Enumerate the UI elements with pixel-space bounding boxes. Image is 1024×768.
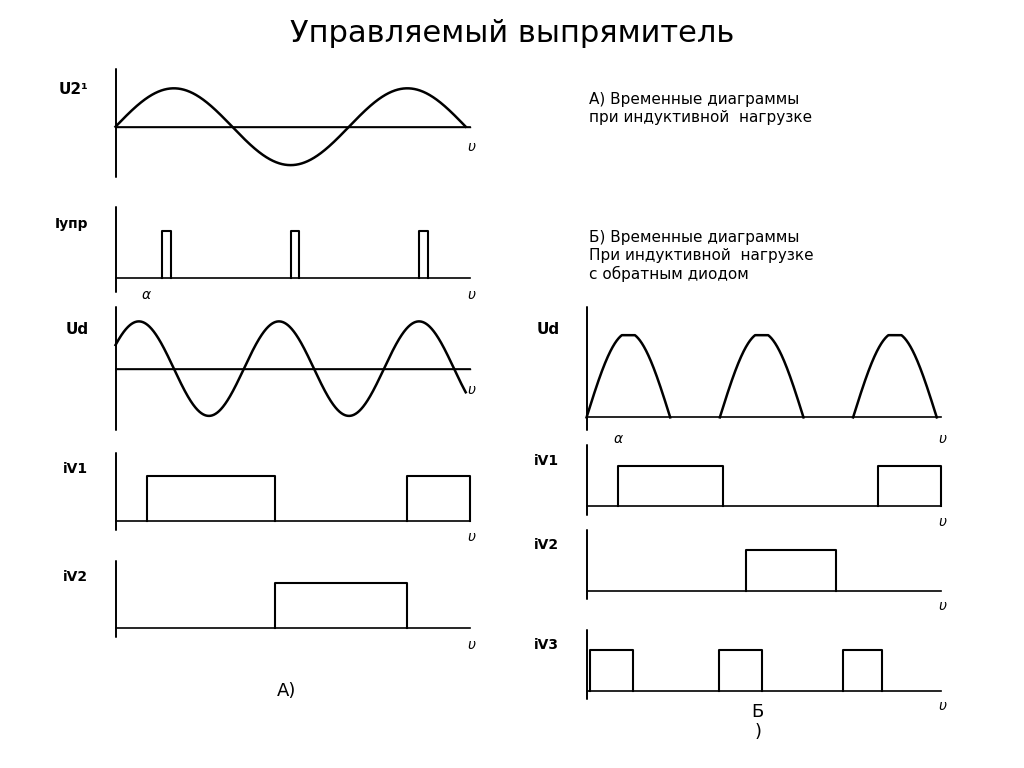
Text: iV2: iV2 xyxy=(63,570,88,584)
Text: υ: υ xyxy=(939,515,946,528)
Text: iV1: iV1 xyxy=(535,454,559,468)
Text: Ud: Ud xyxy=(66,322,88,337)
Text: iV3: iV3 xyxy=(535,638,559,652)
Text: Ud: Ud xyxy=(537,322,559,337)
Text: U2¹: U2¹ xyxy=(58,82,88,97)
Text: А): А) xyxy=(278,682,296,700)
Text: iV2: iV2 xyxy=(535,538,559,552)
Text: υ: υ xyxy=(939,432,946,446)
Text: υ: υ xyxy=(468,530,475,544)
Text: А) Временные диаграммы
при индуктивной  нагрузке: А) Временные диаграммы при индуктивной н… xyxy=(589,92,812,124)
Text: iV1: iV1 xyxy=(63,462,88,476)
Text: Б) Временные диаграммы
При индуктивной  нагрузке
с обратным диодом: Б) Временные диаграммы При индуктивной н… xyxy=(589,230,813,282)
Text: υ: υ xyxy=(939,699,946,713)
Text: υ: υ xyxy=(939,599,946,613)
Text: υ: υ xyxy=(468,140,475,154)
Text: Iупр: Iупр xyxy=(54,217,88,231)
Text: Управляемый выпрямитель: Управляемый выпрямитель xyxy=(290,19,734,48)
Text: υ: υ xyxy=(468,637,475,651)
Text: υ: υ xyxy=(468,288,475,302)
Text: υ: υ xyxy=(468,383,475,397)
Text: α: α xyxy=(613,432,623,446)
Text: Б
): Б ) xyxy=(752,703,764,741)
Text: α: α xyxy=(142,288,152,302)
